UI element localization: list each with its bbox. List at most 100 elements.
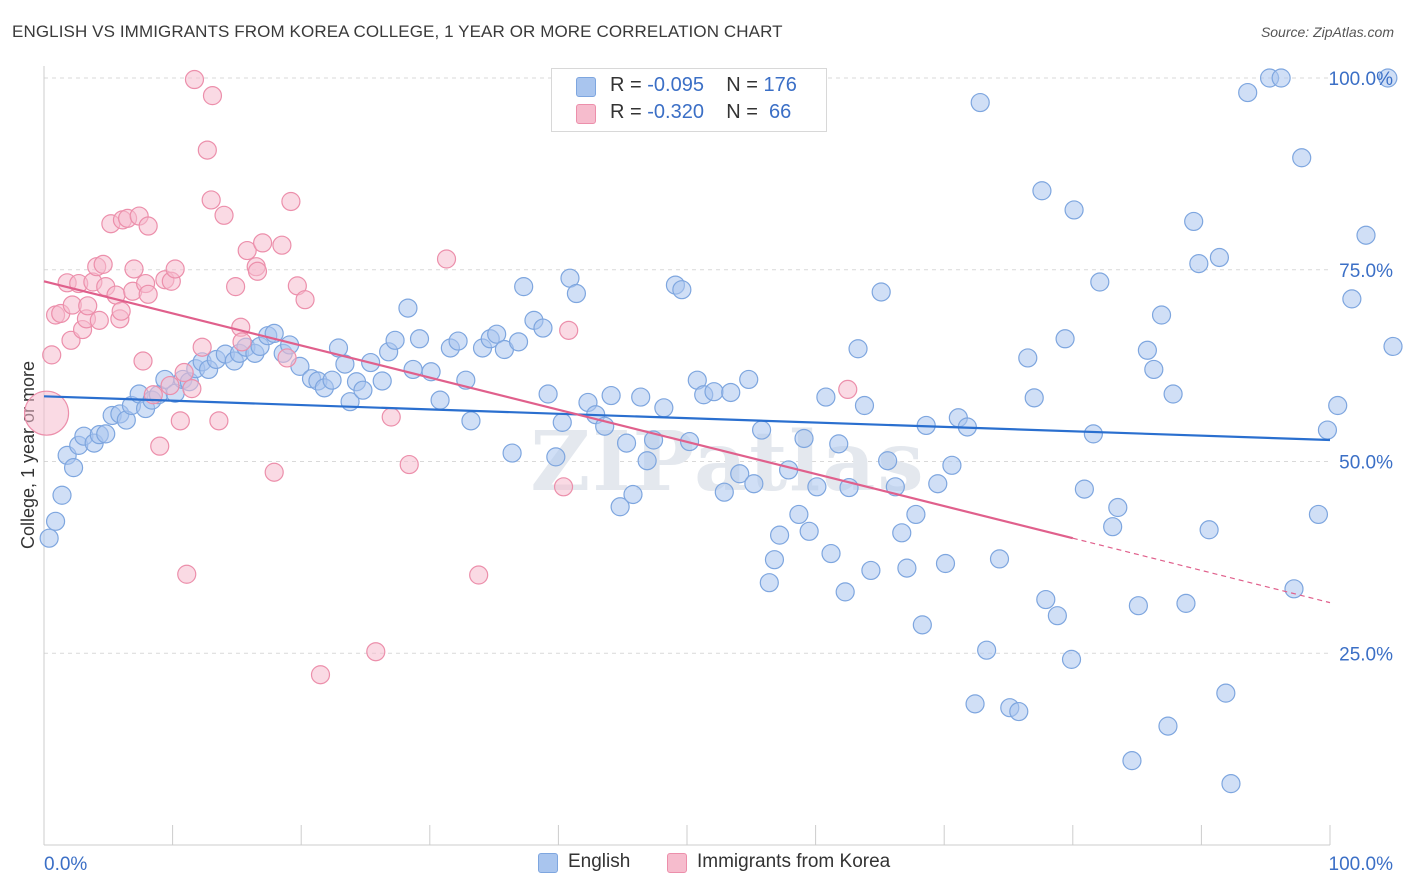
- data-point: [1128, 596, 1148, 616]
- data-point: [1032, 181, 1052, 201]
- data-point: [111, 301, 131, 321]
- data-point: [138, 284, 158, 304]
- data-point: [399, 454, 419, 475]
- data-point: [730, 464, 750, 484]
- data-point: [1036, 589, 1056, 610]
- data-point: [310, 665, 331, 685]
- data-point: [461, 411, 481, 431]
- data-point: [1189, 254, 1209, 274]
- korea-trend-extension: [1072, 537, 1331, 604]
- data-point: [160, 375, 180, 396]
- data-point: [1009, 701, 1029, 722]
- data-point: [610, 497, 630, 517]
- legend-label: Immigrants from Korea: [697, 851, 891, 872]
- data-point: [1151, 305, 1172, 325]
- data-point: [96, 424, 116, 444]
- data-point: [1024, 388, 1044, 408]
- data-point: [1144, 359, 1164, 380]
- english-swatch: [576, 77, 596, 97]
- data-point: [469, 565, 489, 585]
- data-point: [1083, 424, 1103, 444]
- data-point: [1108, 497, 1128, 518]
- english-legend-swatch: [538, 853, 558, 873]
- data-point: [1209, 247, 1230, 268]
- data-point: [739, 369, 759, 390]
- data-point: [237, 240, 257, 261]
- data-point: [928, 474, 948, 494]
- data-point: [623, 484, 643, 505]
- data-point: [1356, 225, 1376, 245]
- korea-legend-swatch: [667, 853, 687, 873]
- n-value: 176: [763, 74, 797, 96]
- data-point: [838, 379, 858, 400]
- data-point: [1378, 68, 1398, 88]
- r-value: -0.320: [647, 101, 704, 123]
- data-point: [553, 477, 574, 497]
- r-label: R =: [610, 74, 648, 96]
- y-tick-label: 75.0%: [1339, 261, 1393, 282]
- english-points: [39, 68, 1403, 794]
- x-tick-label: 0.0%: [44, 854, 87, 875]
- data-point: [1216, 683, 1236, 703]
- data-point: [794, 428, 814, 449]
- y-tick-label: 25.0%: [1339, 644, 1393, 665]
- data-point: [538, 384, 558, 404]
- n-label: N =: [726, 101, 764, 123]
- y-tick-label: 100.0%: [1329, 69, 1394, 90]
- chart-title: ENGLISH VS IMMIGRANTS FROM KOREA COLLEGE…: [12, 22, 783, 41]
- data-point: [631, 387, 651, 407]
- data-point: [829, 434, 849, 454]
- data-point: [861, 560, 881, 581]
- data-point: [42, 345, 62, 365]
- data-point: [1074, 479, 1094, 499]
- data-point: [970, 92, 990, 113]
- stats-text: R = -0.320 N = 66: [610, 101, 791, 124]
- data-point: [502, 443, 522, 463]
- data-point: [1271, 68, 1291, 88]
- data-point: [1184, 211, 1204, 232]
- data-point: [704, 382, 724, 402]
- data-point: [184, 69, 205, 90]
- data-point: [906, 504, 926, 525]
- axes: [43, 66, 1331, 846]
- data-point: [807, 477, 827, 497]
- data-point: [366, 642, 386, 662]
- data-point: [398, 298, 418, 318]
- data-point: [533, 318, 553, 338]
- data-point: [277, 348, 297, 368]
- data-point: [1328, 395, 1348, 416]
- data-point: [1238, 82, 1258, 103]
- data-point: [821, 543, 841, 564]
- data-point: [566, 283, 587, 304]
- data-point: [1284, 579, 1304, 599]
- data-point: [1317, 420, 1338, 440]
- data-point: [78, 296, 98, 316]
- data-point: [23, 390, 70, 436]
- korea-swatch: [576, 104, 596, 124]
- data-point: [816, 387, 836, 407]
- n-value: 66: [763, 101, 792, 123]
- data-point: [854, 395, 875, 416]
- data-point: [764, 550, 785, 570]
- data-point: [487, 324, 507, 344]
- data-point: [264, 462, 284, 482]
- data-point: [848, 339, 868, 359]
- data-point: [197, 140, 217, 160]
- data-point: [170, 411, 190, 431]
- n-label: N =: [726, 74, 764, 96]
- data-point: [138, 216, 158, 236]
- data-point: [214, 205, 234, 225]
- data-point: [253, 233, 273, 253]
- data-point: [1137, 340, 1157, 360]
- data-point: [1292, 148, 1312, 168]
- data-point: [385, 330, 405, 350]
- data-point: [381, 407, 401, 427]
- data-point: [935, 553, 956, 574]
- data-point: [672, 280, 692, 300]
- data-point: [1342, 289, 1362, 309]
- data-point: [637, 451, 657, 471]
- data-point: [209, 411, 229, 431]
- data-point: [1221, 774, 1241, 794]
- data-point: [1308, 504, 1329, 525]
